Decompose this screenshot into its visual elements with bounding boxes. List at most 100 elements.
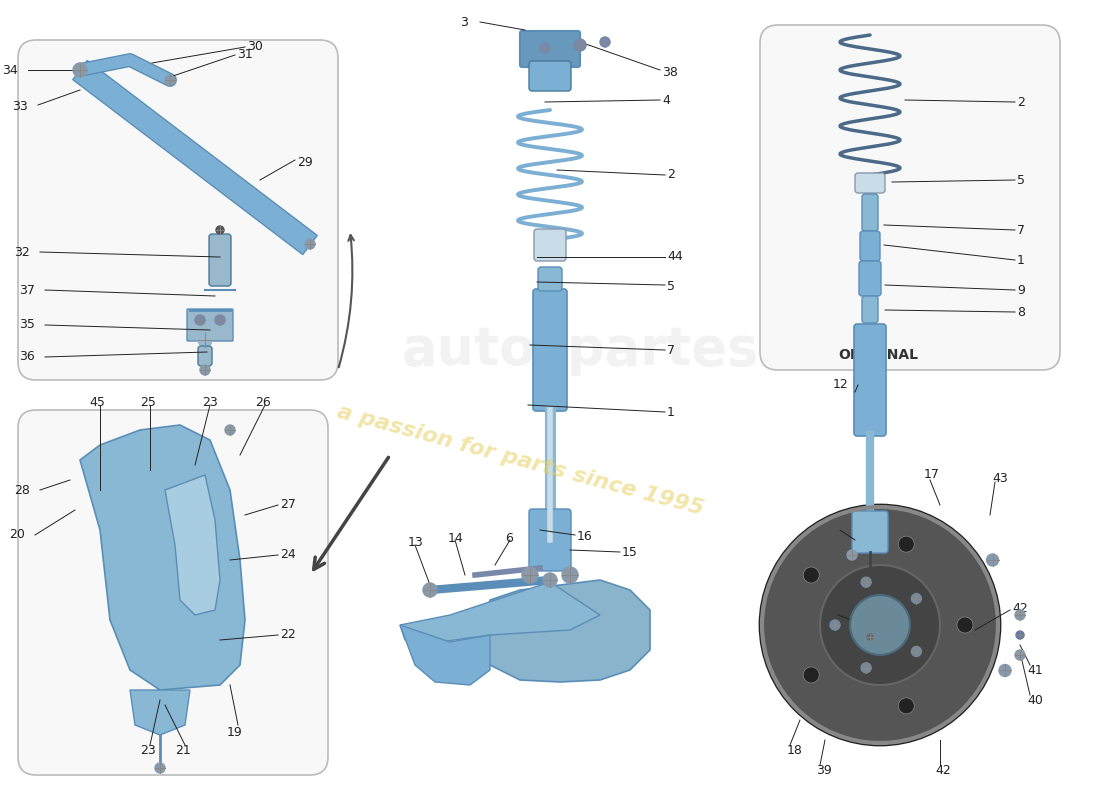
Circle shape	[305, 239, 315, 249]
Circle shape	[899, 698, 914, 714]
Circle shape	[165, 75, 175, 85]
Polygon shape	[165, 475, 220, 615]
Text: 25: 25	[140, 395, 156, 409]
Text: a passion for parts since 1995: a passion for parts since 1995	[334, 402, 705, 518]
Text: 42: 42	[1012, 602, 1027, 614]
Text: 17: 17	[924, 469, 939, 482]
Polygon shape	[400, 582, 600, 642]
Text: 16: 16	[578, 530, 593, 543]
Text: 8: 8	[1018, 306, 1025, 318]
Text: 40: 40	[1027, 694, 1043, 706]
Circle shape	[999, 665, 1011, 677]
Text: 35: 35	[19, 318, 35, 331]
FancyBboxPatch shape	[862, 296, 878, 323]
Text: 2: 2	[667, 169, 675, 182]
Circle shape	[1015, 650, 1025, 660]
Text: 23: 23	[140, 743, 156, 757]
Text: 1: 1	[667, 406, 675, 418]
Text: 20: 20	[9, 529, 25, 542]
Text: 26: 26	[255, 395, 271, 409]
Circle shape	[195, 315, 205, 325]
Text: 36: 36	[20, 350, 35, 363]
Text: autospartes: autospartes	[402, 324, 759, 376]
Text: 28: 28	[14, 483, 30, 497]
FancyBboxPatch shape	[860, 231, 880, 261]
Circle shape	[861, 662, 871, 673]
Text: 10: 10	[812, 609, 828, 622]
Text: 29: 29	[297, 155, 312, 169]
Text: 22: 22	[280, 629, 296, 642]
FancyBboxPatch shape	[529, 509, 571, 571]
Polygon shape	[400, 625, 490, 685]
FancyBboxPatch shape	[852, 511, 888, 553]
Circle shape	[1015, 610, 1025, 620]
Text: 21: 21	[175, 743, 191, 757]
FancyBboxPatch shape	[854, 324, 886, 436]
Text: 31: 31	[236, 49, 253, 62]
Text: 32: 32	[14, 246, 30, 258]
Text: 13: 13	[408, 537, 424, 550]
Circle shape	[226, 425, 235, 435]
Circle shape	[803, 567, 820, 583]
Circle shape	[562, 567, 578, 583]
FancyBboxPatch shape	[534, 229, 566, 261]
Polygon shape	[130, 690, 190, 735]
Text: 4: 4	[662, 94, 670, 106]
Circle shape	[522, 567, 538, 583]
Circle shape	[424, 583, 437, 597]
Circle shape	[198, 333, 212, 347]
FancyBboxPatch shape	[18, 40, 338, 380]
Polygon shape	[480, 580, 650, 682]
Text: 42: 42	[935, 763, 950, 777]
Text: 34: 34	[2, 63, 18, 77]
Text: 39: 39	[816, 763, 832, 777]
Text: 1: 1	[1018, 254, 1025, 266]
FancyBboxPatch shape	[534, 289, 566, 411]
Circle shape	[543, 573, 557, 587]
Text: 43: 43	[992, 471, 1008, 485]
Text: 7: 7	[1018, 223, 1025, 237]
Circle shape	[847, 550, 857, 560]
FancyBboxPatch shape	[529, 61, 571, 91]
Circle shape	[73, 63, 87, 77]
Circle shape	[540, 43, 550, 53]
Text: 19: 19	[227, 726, 243, 738]
FancyBboxPatch shape	[18, 410, 328, 775]
Polygon shape	[80, 425, 245, 690]
Text: 44: 44	[667, 250, 683, 263]
FancyBboxPatch shape	[209, 234, 231, 286]
Text: 45: 45	[89, 395, 104, 409]
FancyBboxPatch shape	[187, 309, 233, 341]
Circle shape	[216, 226, 224, 234]
Text: 33: 33	[12, 101, 28, 114]
Circle shape	[830, 620, 840, 630]
FancyBboxPatch shape	[198, 346, 212, 366]
Circle shape	[155, 763, 165, 773]
Text: 9: 9	[1018, 283, 1025, 297]
Circle shape	[912, 646, 922, 657]
Circle shape	[957, 617, 974, 633]
Text: 15: 15	[621, 546, 638, 558]
Text: 11: 11	[814, 523, 830, 537]
Text: 24: 24	[280, 549, 296, 562]
Circle shape	[803, 667, 820, 683]
Circle shape	[861, 578, 871, 587]
FancyBboxPatch shape	[862, 194, 878, 231]
Circle shape	[850, 595, 910, 655]
Text: 12: 12	[833, 378, 848, 391]
Circle shape	[987, 554, 999, 566]
Circle shape	[899, 536, 914, 552]
Circle shape	[820, 565, 940, 685]
Circle shape	[867, 634, 873, 640]
Text: 3: 3	[460, 15, 467, 29]
Text: 5: 5	[667, 281, 675, 294]
Circle shape	[600, 37, 610, 47]
Polygon shape	[73, 61, 317, 254]
Text: 27: 27	[280, 498, 296, 511]
Circle shape	[214, 315, 225, 325]
Text: 14: 14	[448, 531, 464, 545]
FancyBboxPatch shape	[760, 25, 1060, 370]
Circle shape	[200, 365, 210, 375]
Text: 30: 30	[248, 41, 263, 54]
Text: 6: 6	[505, 531, 513, 545]
